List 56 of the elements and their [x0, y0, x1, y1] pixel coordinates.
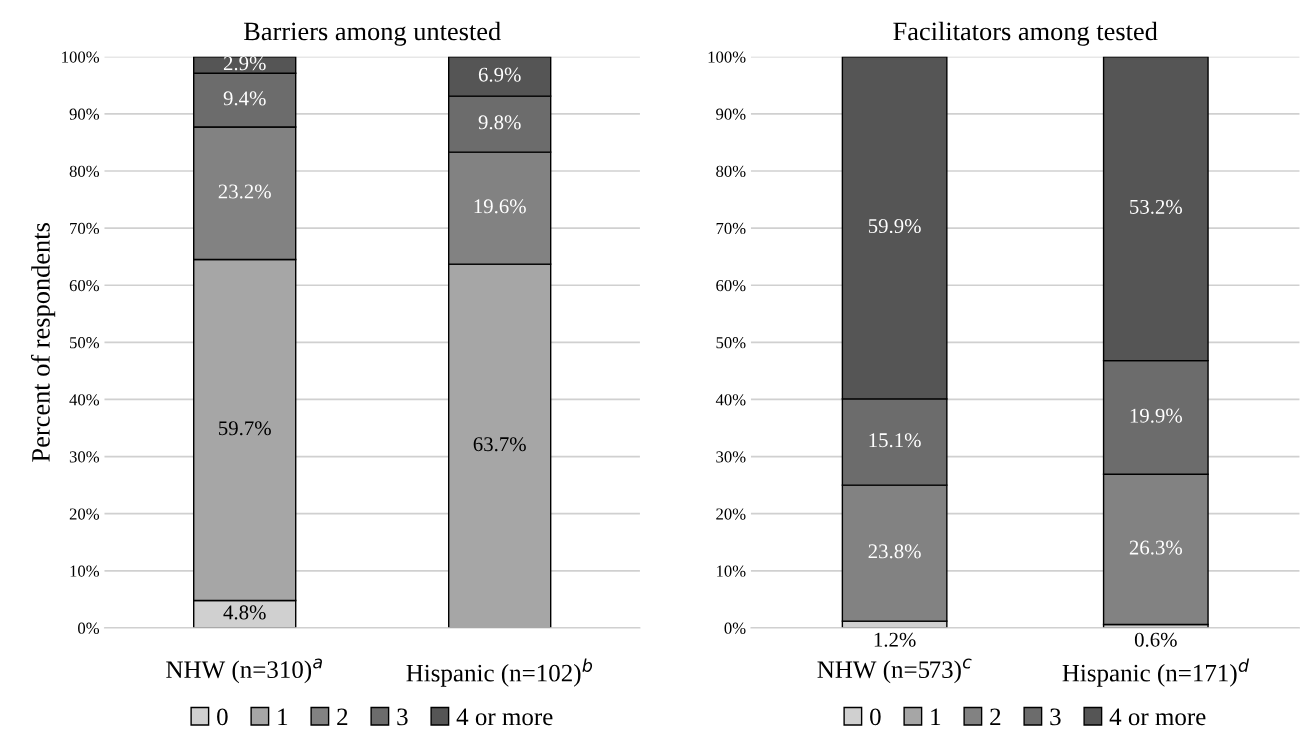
legend-label: 3: [397, 708, 408, 726]
y-tick-label: 60%: [69, 279, 100, 292]
y-axis-title: Percent of respondents: [30, 223, 56, 462]
data-label: 19.9%: [1130, 408, 1183, 423]
y-tick-label: 30%: [69, 451, 100, 463]
y-tick-label: 90%: [716, 108, 746, 120]
y-tick-label: 40%: [715, 394, 746, 406]
legend-label: 2: [990, 708, 1001, 726]
x-tick-label: Hispanic (n=102)$^{b}$: [406, 658, 593, 687]
y-tick-label: 70%: [70, 222, 100, 235]
y-tick-label: 100%: [62, 51, 100, 63]
y-tick-label: 70%: [716, 222, 746, 235]
data-label: 1.2%: [874, 632, 916, 647]
legend-label: 0: [870, 708, 881, 726]
y-tick-label: 30%: [716, 451, 746, 463]
y-tick-label: 100%: [708, 51, 746, 63]
data-label: 15.1%: [869, 433, 921, 448]
data-label: 59.9%: [868, 218, 921, 234]
y-tick-label: 10%: [717, 565, 746, 577]
y-tick-label: 10%: [70, 565, 100, 577]
legend-label: 1: [931, 708, 941, 726]
data-label: 63.7%: [473, 437, 526, 452]
legend-label: 0: [217, 708, 228, 726]
y-tick-label: 90%: [69, 108, 100, 120]
y-tick-label: 60%: [716, 279, 746, 292]
y-tick-label: 20%: [716, 508, 746, 520]
legend-label: 1: [278, 708, 288, 726]
y-tick-label: 80%: [69, 165, 100, 177]
data-label: 9.8%: [478, 115, 521, 130]
data-label: 53.2%: [1130, 199, 1183, 214]
legend-label: 2: [337, 708, 348, 726]
data-label: 23.8%: [868, 544, 921, 559]
data-label: 19.6%: [474, 199, 526, 214]
x-tick-label: Hispanic (n=171)$^{d}$: [1062, 658, 1250, 687]
y-tick-label: 80%: [716, 165, 746, 177]
data-label: 9.4%: [223, 91, 266, 106]
y-tick-label: 0%: [78, 622, 100, 634]
y-tick-label: 50%: [716, 337, 746, 349]
data-label: 59.7%: [219, 421, 271, 436]
x-tick-label: NHW (n=573)$^{c}$: [817, 658, 972, 684]
legend-label: 3: [1050, 708, 1061, 726]
y-tick-label: 20%: [69, 508, 100, 520]
data-label: 26.3%: [1129, 540, 1183, 555]
data-label: 0.6%: [1134, 632, 1177, 647]
data-label: 23.2%: [218, 184, 271, 199]
data-label: 2.9%: [223, 56, 266, 71]
chart-title: Barriers among untested: [243, 21, 501, 46]
x-tick-label: NHW (n=310)$^{a}$: [166, 658, 322, 684]
legend-label: 4 or more: [1109, 708, 1206, 726]
data-label: 4.8%: [223, 605, 266, 620]
chart-title: Facilitators among tested: [893, 21, 1158, 46]
y-tick-label: 0%: [724, 622, 746, 634]
legend-label: 4 or more: [456, 708, 553, 726]
y-tick-label: 50%: [70, 337, 100, 349]
y-tick-label: 40%: [69, 394, 100, 406]
data-label: 6.9%: [478, 67, 521, 82]
